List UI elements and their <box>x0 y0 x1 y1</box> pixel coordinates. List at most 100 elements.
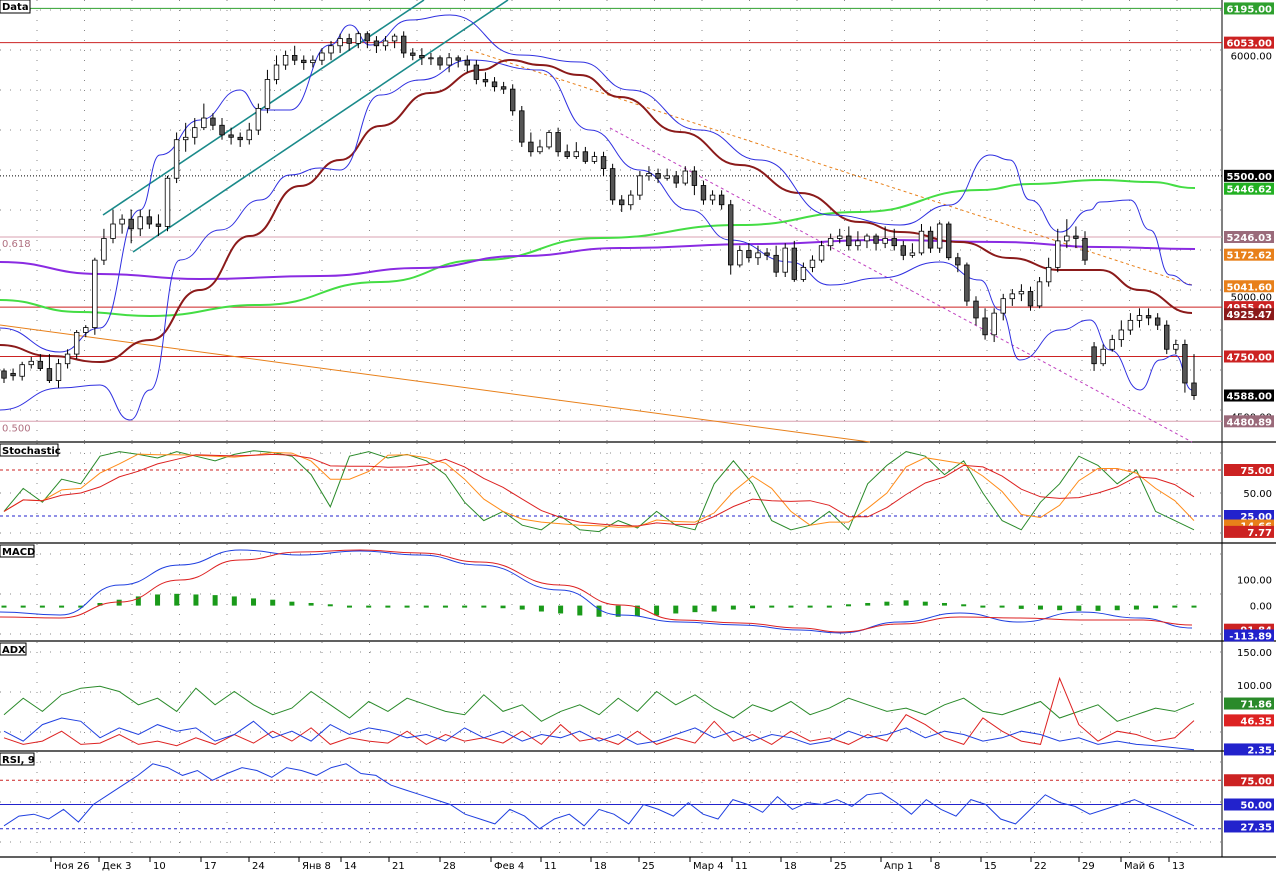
candle-body <box>818 245 825 261</box>
candle-body <box>1091 346 1097 365</box>
candle <box>827 233 834 251</box>
candle <box>510 84 516 116</box>
candle <box>255 103 262 135</box>
candle <box>101 228 107 265</box>
candle <box>373 36 380 53</box>
macd-histogram-bar <box>327 604 333 607</box>
candle <box>646 166 652 181</box>
candle-body <box>92 259 98 328</box>
candle <box>455 55 461 68</box>
macd-histogram-bar <box>289 601 295 606</box>
candle-body <box>1164 324 1170 350</box>
macd-histogram-bar <box>39 605 45 608</box>
candle <box>891 228 897 251</box>
candle <box>264 69 271 114</box>
macd-histogram-bar <box>1172 605 1178 608</box>
candle-body <box>782 247 788 273</box>
candle <box>382 36 389 51</box>
candle-body <box>301 59 307 64</box>
price-tag-label: 5172.62 <box>1226 251 1272 262</box>
candle-body <box>864 235 870 242</box>
candle <box>555 127 561 157</box>
macd-histogram-bar <box>1191 605 1197 608</box>
candle <box>964 262 970 306</box>
candle-body <box>918 230 925 254</box>
x-tick-label: 18 <box>784 861 797 872</box>
macd-histogram-bar <box>654 605 660 616</box>
candle-body <box>237 136 243 141</box>
macd-histogram-bar <box>481 605 487 608</box>
macd-histogram-bar <box>941 602 947 606</box>
candle-body <box>137 216 143 230</box>
candle-body <box>1136 315 1143 321</box>
candle-body <box>755 252 761 259</box>
value-tag-box <box>1224 697 1274 710</box>
macd-histogram-bar <box>270 599 276 606</box>
macd-histogram-bar <box>634 605 640 617</box>
macd-histogram-bar <box>769 605 775 608</box>
candle <box>282 50 289 70</box>
value-tag: 7.77 <box>1224 525 1274 539</box>
candle-body <box>609 168 616 201</box>
macd-histogram-bar <box>116 599 122 606</box>
candle-body <box>528 141 534 153</box>
candle <box>328 40 334 61</box>
candle-body <box>10 372 16 377</box>
adx-panel: ADX <box>0 642 1195 751</box>
price-tag: 5500.00 <box>1224 169 1274 183</box>
candle-body <box>1000 298 1006 314</box>
candle-body <box>101 238 107 261</box>
candle <box>818 240 825 263</box>
panel-title-text: MACD <box>2 547 35 558</box>
value-tag-label: 75.00 <box>1240 776 1272 787</box>
price-tag: 5041.60 <box>1224 280 1274 293</box>
candle <box>909 243 916 258</box>
candle <box>391 33 398 49</box>
y-tick-label: 150.00 <box>1237 648 1272 659</box>
candle-body <box>64 353 71 365</box>
ma-fast-line <box>0 58 1193 364</box>
candle <box>173 132 180 184</box>
stochastic-panel: Stochastic <box>0 443 1222 533</box>
candle <box>210 113 216 131</box>
candle <box>1136 308 1143 328</box>
candle <box>973 296 979 326</box>
candle-body <box>173 139 180 179</box>
candle-body <box>373 40 380 47</box>
candle-body <box>446 57 452 66</box>
candle <box>946 221 952 261</box>
panel-title-box <box>0 752 35 766</box>
value-tag: 2.35 <box>1224 743 1274 756</box>
price-tag-label: 4750.00 <box>1226 352 1272 363</box>
price-tag-box <box>1224 389 1274 402</box>
candle <box>400 31 407 58</box>
macd-histogram-bar <box>538 605 544 612</box>
candle <box>637 171 643 200</box>
macd-histogram-bar <box>865 602 871 606</box>
candle <box>1009 289 1016 306</box>
candle <box>664 168 670 181</box>
candle-body <box>646 173 652 177</box>
value-tag-label: 46.35 <box>1240 716 1272 727</box>
x-tick-label: 11 <box>544 861 557 872</box>
macd-histogram-bar <box>596 605 602 617</box>
macd-histogram-bar <box>788 605 794 608</box>
candle <box>491 77 498 92</box>
candle-body <box>119 218 125 225</box>
macd-histogram-bar <box>615 605 621 617</box>
candle <box>1173 339 1179 355</box>
value-tag-label: 50.00 <box>1240 801 1272 812</box>
candle <box>564 144 570 159</box>
candle <box>128 209 134 244</box>
x-tick-label: 17 <box>204 861 217 872</box>
candle <box>737 245 743 268</box>
value-tag: 46.35 <box>1224 714 1274 727</box>
candle <box>1073 226 1079 249</box>
macd-histogram-bar <box>135 596 141 606</box>
candle-body <box>746 250 752 259</box>
candle-body <box>991 312 997 336</box>
panel-title: RSI, 9 <box>0 752 35 766</box>
candle <box>155 214 162 237</box>
candle <box>837 228 843 244</box>
x-tick-label: Янв 8 <box>302 861 331 872</box>
